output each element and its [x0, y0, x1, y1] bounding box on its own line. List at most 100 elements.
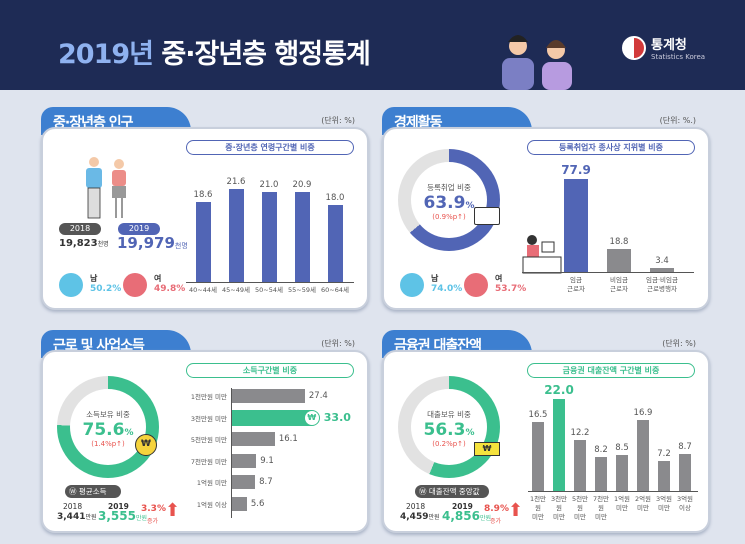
- bar: [553, 398, 565, 491]
- donut-value: 75.6%: [82, 420, 134, 440]
- female-avatar-icon: [123, 273, 147, 297]
- data-label: 22.0: [544, 382, 574, 397]
- female-avatar-icon: [464, 273, 488, 297]
- bar: [616, 455, 628, 491]
- y-tick-label: 3천만원 미만: [190, 414, 227, 423]
- data-label: 7.2: [657, 448, 671, 459]
- x-tick-label: 3천만원 미만: [550, 495, 568, 521]
- page-title: 2019년 중·장년층 행정통계: [58, 39, 371, 70]
- x-tick-label: 3억원 이상: [676, 495, 694, 512]
- y-tick-label: 1억원 미만: [196, 479, 227, 487]
- bar: [637, 420, 649, 491]
- data-label: 27.4: [308, 391, 328, 401]
- income-increase: 3.3%: [141, 504, 166, 514]
- bar: [232, 475, 256, 489]
- donut-change: (0.2%p↑): [432, 440, 466, 448]
- bar: ₩: [232, 409, 320, 426]
- data-label: 3.4: [655, 255, 669, 266]
- female-label: 여: [154, 274, 162, 283]
- year-2019-badge: 2019: [118, 223, 160, 235]
- logo-text-en: Statistics Korea: [651, 53, 706, 61]
- logo-text: 통계청: [651, 38, 687, 53]
- x-tick-label: 40~44세: [189, 286, 217, 294]
- average-income-badge: Ⓦ 평균소득: [65, 485, 121, 498]
- bar: [650, 267, 674, 272]
- income-2018: 3,441만원: [57, 512, 97, 522]
- male-label: 남: [90, 274, 98, 283]
- won-icon: Ⓦ: [69, 487, 79, 496]
- chart-title: 등록취업자 종사상 지위별 비중: [527, 140, 695, 155]
- female-label: 여: [495, 274, 503, 283]
- year-2019-label: 2019: [108, 502, 129, 511]
- donut-change: (1.4%p↑): [91, 440, 125, 448]
- x-axis: [528, 491, 698, 492]
- unit-label: (단위: %): [321, 116, 355, 125]
- donut-label: 등록취업 비중: [427, 183, 471, 192]
- data-label: 8.7: [678, 442, 692, 453]
- header-banner: 2019년 중·장년층 행정통계 통계청 Statistics Korea: [0, 0, 745, 90]
- data-label: 18.8: [609, 237, 629, 248]
- donut-value: 63.9%: [423, 193, 475, 213]
- bar: [195, 202, 211, 282]
- data-label: 18.6: [193, 190, 213, 201]
- bar: [532, 421, 544, 491]
- economy-panel: 경제활동 (단위: %.) 등록취업자 종사상 지위별 비중 등록취업 비중 6…: [382, 107, 710, 313]
- arrow-up-icon: ⬆: [165, 500, 181, 521]
- y-tick-label: 1천만원 미만: [190, 393, 227, 401]
- male-avatar-icon: [59, 273, 83, 297]
- x-axis: [522, 272, 694, 273]
- loan-2019: 4,856만원: [442, 509, 492, 523]
- x-tick-label: 60~64세: [321, 286, 349, 294]
- income-panel: 근로 및 사업소득 (단위: %) 소득구간별 비중 소득보유 비중 75.6%…: [41, 330, 369, 536]
- x-tick-label: 45~49세: [222, 286, 250, 294]
- bar: [228, 189, 244, 282]
- money-box-icon: ₩: [474, 442, 500, 456]
- loan-donut: 대출보유 비중 56.3% (0.2%p↑): [398, 376, 500, 478]
- briefcase-icon: [474, 207, 500, 225]
- data-label: 16.5: [528, 409, 548, 420]
- data-label: 16.9: [633, 408, 653, 419]
- x-tick-label: 비임금 근로자: [610, 276, 628, 293]
- year-2018-label: 2018: [406, 502, 426, 511]
- data-label: 21.6: [226, 177, 246, 188]
- x-tick-label: 3억원 미만: [655, 495, 673, 512]
- income-2019: 3,555만원: [98, 509, 148, 523]
- bar: [564, 178, 588, 272]
- money-bag-icon: ₩: [135, 434, 157, 456]
- male-avatar-icon: [400, 273, 424, 297]
- loan-2018: 4,459만원: [400, 512, 440, 522]
- data-label: 77.9: [561, 162, 591, 177]
- people-illustration: [502, 35, 572, 90]
- female-share: 49.8%: [154, 284, 186, 294]
- female-share: 53.7%: [495, 284, 527, 294]
- unit-label: (단위: %): [662, 339, 696, 348]
- x-tick-label: 1억원 미만: [613, 495, 631, 512]
- unit-label: (단위: %.): [659, 116, 696, 125]
- loan-panel: 금융권 대출잔액 (단위: %) 금융권 대출잔액 구간별 비중 대출보유 비중…: [382, 330, 710, 536]
- year-2018-label: 2018: [63, 502, 83, 511]
- data-label: 9.1: [260, 455, 274, 466]
- data-label: 8.7: [259, 477, 273, 487]
- data-label: 21.0: [259, 179, 279, 190]
- male-share: 74.0%: [431, 284, 463, 294]
- bar: [294, 192, 310, 282]
- y-tick-label: 5천만원 미만: [190, 436, 227, 444]
- y-tick-label: 1억원 이상: [196, 500, 227, 509]
- data-label: 33.0: [323, 410, 351, 424]
- x-tick-label: 5천만원 미만: [571, 495, 589, 521]
- loan-increase: 8.9%: [484, 504, 509, 514]
- office-worker-icon: [522, 235, 562, 274]
- bar: [232, 496, 247, 511]
- arrow-up-icon: ⬆: [508, 500, 524, 521]
- increase-label: 증가: [147, 518, 159, 525]
- taegeuk-icon: [622, 35, 646, 60]
- employment-donut: 등록취업 비중 63.9% (0.9%p↑): [398, 149, 500, 251]
- x-tick-label: 임금 근로자: [567, 276, 585, 293]
- x-tick-label: 2억원 미만: [634, 495, 652, 512]
- loan-median-badge: Ⓦ 대출잔액 중앙값: [415, 485, 489, 498]
- y-tick-label: 7천만원 미만: [190, 457, 227, 466]
- x-axis: [186, 282, 354, 283]
- won-icon: ₩: [304, 410, 319, 425]
- bar: [574, 439, 586, 491]
- couple-icon: [86, 157, 126, 219]
